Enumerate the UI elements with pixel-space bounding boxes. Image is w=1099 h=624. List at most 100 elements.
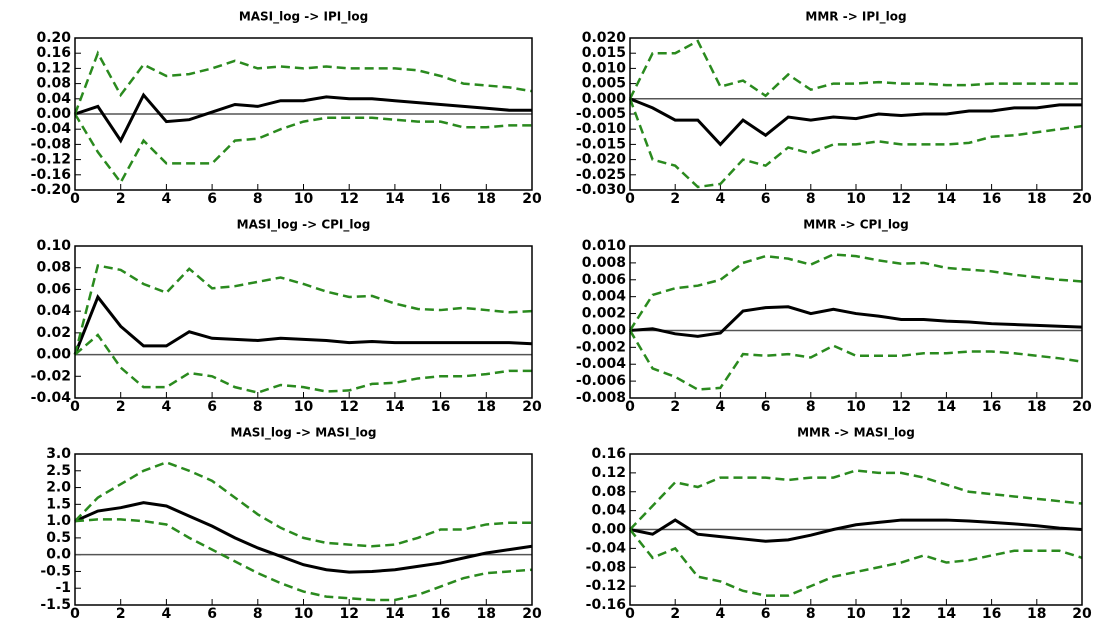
x-tick-label: 14 <box>385 399 405 415</box>
response-line <box>73 294 533 356</box>
panel-title: MASI_log -> IPI_log <box>239 10 368 25</box>
x-tick-label: 20 <box>522 399 542 415</box>
x-tick-label: 16 <box>431 191 450 207</box>
confidence-band <box>628 253 1083 332</box>
y-tick-label: 0.002 <box>582 306 626 322</box>
confidence-band <box>629 528 1083 597</box>
x-tick-label: 2 <box>670 606 680 622</box>
y-tick-label: 0.00 <box>591 522 626 538</box>
x-tick-label: 2 <box>116 191 126 207</box>
response-line <box>629 305 1083 338</box>
y-tick-label: -0.04 <box>31 390 72 406</box>
x-tick-label: 12 <box>891 191 910 207</box>
plot-frame <box>629 37 1083 191</box>
y-tick-label: 1.0 <box>46 513 71 529</box>
x-tick-label: 16 <box>982 191 1001 207</box>
x-tick-label: 12 <box>339 399 358 415</box>
x-tick-label: 8 <box>806 606 816 622</box>
x-tick-label: 10 <box>294 399 314 415</box>
y-tick-label: -0.16 <box>586 597 626 613</box>
y-tick-label: 1.5 <box>46 496 71 512</box>
y-tick-label: -0.004 <box>576 356 626 372</box>
x-tick-label: 0 <box>625 191 635 207</box>
x-tick-label: 8 <box>253 399 263 415</box>
y-tick-label: 0.04 <box>36 91 71 107</box>
y-tick-label: -0.16 <box>31 167 71 183</box>
x-tick-label: 6 <box>761 399 771 415</box>
x-tick-label: 2 <box>116 399 126 415</box>
y-tick-label: 0.008 <box>582 255 626 271</box>
y-tick-label: -0.005 <box>576 106 626 122</box>
x-tick-label: 6 <box>761 606 771 622</box>
y-tick-label: 3.0 <box>46 446 71 462</box>
confidence-band <box>628 98 1083 189</box>
y-tick-label: -0.02 <box>31 368 71 384</box>
confidence-band <box>73 113 532 185</box>
plot-frame <box>629 453 1083 606</box>
x-tick-label: 18 <box>1027 191 1046 207</box>
x-tick-label: 2 <box>670 399 680 415</box>
x-tick-label: 14 <box>937 606 957 622</box>
x-tick-label: 0 <box>70 399 80 415</box>
x-tick-label: 8 <box>806 399 816 415</box>
plot-frame <box>629 245 1083 399</box>
y-tick-label: -0.008 <box>576 390 626 406</box>
confidence-band <box>74 461 532 548</box>
y-tick-label: 0.04 <box>36 303 71 319</box>
y-tick-label: 0.005 <box>582 76 626 92</box>
y-tick-label: 0.08 <box>591 484 626 500</box>
y-tick-label: 0.10 <box>36 238 71 254</box>
y-tick-label: 2.5 <box>46 463 71 479</box>
plot-frame <box>74 453 533 606</box>
y-tick-label: 0.010 <box>582 60 627 76</box>
y-tick-label: 0.00 <box>36 347 71 363</box>
y-tick-label: -0.020 <box>576 152 626 168</box>
x-tick-label: 4 <box>162 606 172 622</box>
y-tick-label: -0.04 <box>31 121 72 137</box>
y-tick-label: 0.06 <box>36 281 71 297</box>
confidence-band <box>629 469 1083 531</box>
y-tick-label: 0.006 <box>582 272 626 288</box>
y-tick-label: -0.002 <box>576 339 626 355</box>
response-line <box>74 501 533 574</box>
y-tick-label: -0.20 <box>31 182 72 198</box>
y-tick-label: -0.030 <box>576 182 626 198</box>
x-tick-label: 20 <box>1072 399 1092 415</box>
confidence-band <box>73 50 533 115</box>
x-tick-label: 4 <box>716 606 726 622</box>
x-tick-label: 14 <box>385 191 405 207</box>
y-tick-label: -0.08 <box>31 136 71 152</box>
y-tick-label: 0.000 <box>582 91 627 107</box>
y-tick-label: -0.12 <box>31 152 71 168</box>
y-tick-label: 2.0 <box>46 480 71 496</box>
plot-frame <box>74 245 533 399</box>
response-line <box>629 97 1082 147</box>
x-tick-label: 20 <box>1072 191 1092 207</box>
confidence-band <box>73 264 533 355</box>
y-tick-label: -0.12 <box>586 578 626 594</box>
y-tick-label: 0.16 <box>36 45 71 61</box>
x-tick-label: 4 <box>162 191 172 207</box>
x-tick-label: 8 <box>806 191 816 207</box>
x-tick-label: 18 <box>477 606 496 622</box>
x-tick-label: 2 <box>670 191 680 207</box>
x-tick-label: 18 <box>1027 399 1046 415</box>
y-tick-label: 0.015 <box>582 45 626 61</box>
y-tick-label: 0.20 <box>36 30 71 46</box>
y-tick-label: 0.00 <box>36 106 71 122</box>
x-tick-label: 10 <box>294 606 314 622</box>
y-tick-label: -0.5 <box>40 563 71 579</box>
x-tick-label: 10 <box>846 606 866 622</box>
x-tick-label: 4 <box>716 399 726 415</box>
x-tick-label: 16 <box>431 399 450 415</box>
y-tick-label: -0.04 <box>586 540 627 556</box>
x-tick-label: 10 <box>294 191 314 207</box>
y-tick-label: 0.5 <box>46 530 71 546</box>
y-tick-label: 0.0 <box>46 547 71 563</box>
y-tick-label: -1 <box>55 580 71 596</box>
x-tick-label: 0 <box>625 606 635 622</box>
x-tick-label: 20 <box>522 606 542 622</box>
panel-title: MASI_log -> MASI_log <box>231 426 377 441</box>
y-tick-label: -0.015 <box>576 136 626 152</box>
